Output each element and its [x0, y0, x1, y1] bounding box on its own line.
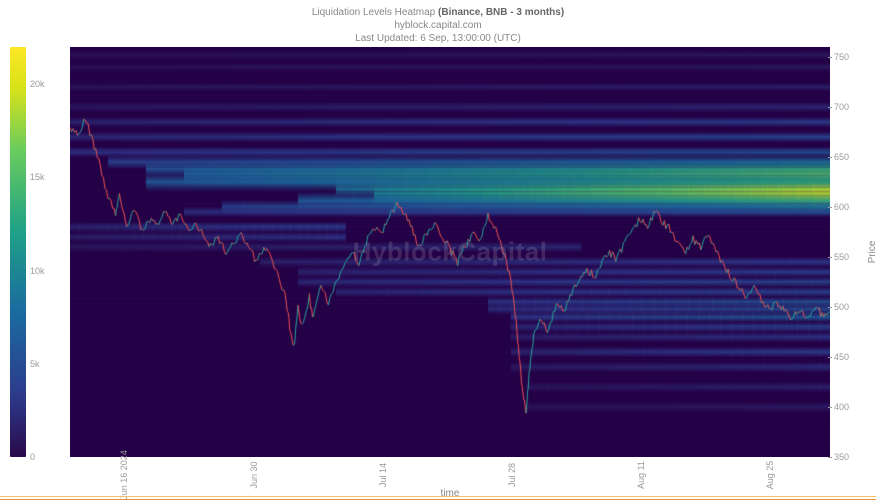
chart-last-updated: Last Updated: 6 Sep, 13:00:00 (UTC): [0, 32, 876, 45]
y-tick: 750: [834, 52, 864, 62]
colorbar-tick: 10k: [30, 266, 45, 276]
x-tick: Jul 28: [507, 463, 517, 487]
y-tick: 400: [834, 402, 864, 412]
y-tick: 550: [834, 252, 864, 262]
colorbar: [10, 47, 26, 457]
colorbar-tick: 0: [30, 452, 35, 462]
y-tick: 600: [834, 202, 864, 212]
bottom-divider: [0, 496, 876, 500]
plot-area: HyblockCapital 3504004505005506006507007…: [70, 47, 830, 457]
x-tick: Jun 16 2024: [119, 450, 129, 500]
colorbar-tick: 5k: [30, 359, 40, 369]
chart-title-bold: (Binance, BNB - 3 months): [438, 7, 564, 18]
x-tick: Jul 14: [378, 463, 388, 487]
y-tick: 500: [834, 302, 864, 312]
y-tick: 350: [834, 452, 864, 462]
y-tick: 700: [834, 102, 864, 112]
x-tick: Aug 11: [636, 461, 646, 489]
colorbar-tick: 20k: [30, 79, 45, 89]
colorbar-tick: 15k: [30, 172, 45, 182]
price-line-canvas: [70, 47, 830, 457]
y-axis-label: Price: [867, 241, 876, 264]
chart-title-prefix: Liquidation Levels Heatmap: [312, 7, 435, 18]
x-tick: Aug 25: [765, 461, 775, 490]
chart-subtitle: hyblock.capital.com: [0, 19, 876, 32]
y-tick: 450: [834, 352, 864, 362]
y-tick: 650: [834, 152, 864, 162]
chart-header: Liquidation Levels Heatmap (Binance, BNB…: [0, 0, 876, 45]
chart-figure: 0 5k 10k 15k 20k HyblockCapital 350400450500…: [0, 47, 876, 499]
x-tick: Jun 30: [249, 461, 259, 488]
